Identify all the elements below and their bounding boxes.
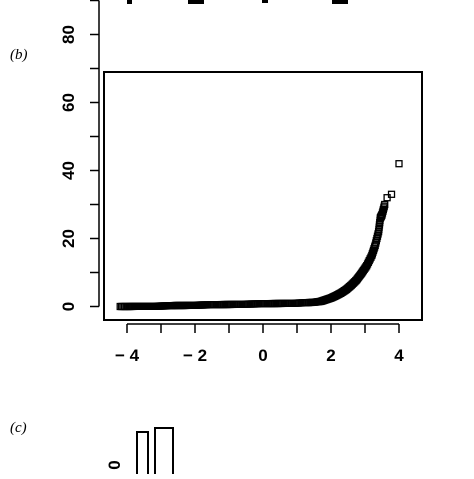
- bar: [154, 427, 174, 479]
- y-tick-label: 40: [59, 161, 78, 180]
- x-tick-label: 0: [258, 346, 267, 365]
- y-tick-label: 80: [59, 25, 78, 44]
- cropped-top-fragments: [127, 0, 348, 4]
- data-points: [116, 160, 403, 311]
- panel-b-label: (b): [10, 47, 28, 63]
- x-tick-label: − 4: [115, 346, 140, 365]
- bar: [136, 431, 149, 479]
- panel-c-fragment: 0: [105, 427, 174, 479]
- y-tick-label: 0: [59, 302, 78, 311]
- x-tick-label: − 2: [183, 346, 207, 365]
- data-point: [395, 160, 403, 168]
- x-axis: − 4 − 2 0 2 4: [115, 323, 404, 365]
- y-tick-label: 20: [59, 229, 78, 248]
- y-tick-label: 60: [59, 93, 78, 112]
- x-tick-label: 2: [326, 346, 335, 365]
- plot-frame: [103, 71, 423, 321]
- panel-c-y-tick-label: 0: [105, 460, 124, 469]
- data-point: [381, 200, 389, 209]
- y-axis: 0 20 40 60 80: [59, 0, 100, 311]
- x-tick-label: 4: [394, 346, 404, 365]
- panel-c-label: (c): [10, 420, 27, 436]
- data-point: [387, 190, 396, 198]
